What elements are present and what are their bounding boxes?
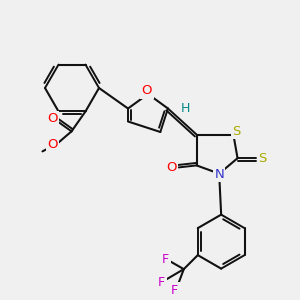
Text: F: F: [162, 253, 169, 266]
Text: O: O: [142, 85, 152, 98]
Text: S: S: [258, 152, 267, 165]
Text: F: F: [171, 284, 178, 297]
Text: O: O: [167, 161, 177, 174]
Text: O: O: [47, 112, 58, 125]
Text: N: N: [214, 168, 224, 181]
Text: O: O: [47, 138, 58, 151]
Text: S: S: [232, 125, 241, 138]
Text: F: F: [158, 276, 165, 289]
Text: H: H: [181, 102, 190, 115]
